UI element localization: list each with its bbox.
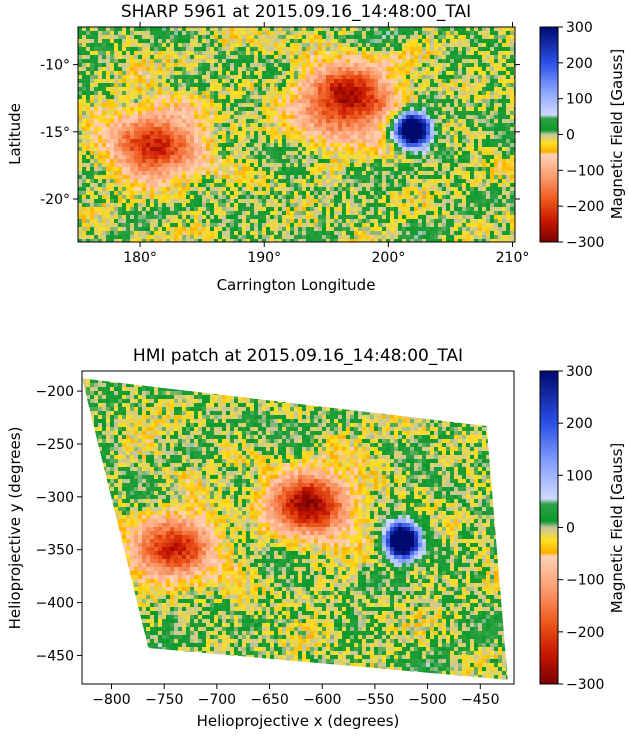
chart-top-heatmap: [78, 27, 515, 242]
chart-bottom-y-tick-label: −300: [36, 490, 74, 506]
chart-bottom-colorbar-tick-label: 200: [566, 416, 593, 432]
chart-top-colorbar-tick-label: 100: [566, 92, 593, 108]
chart-bottom-colorbar-tick-label: 100: [566, 468, 593, 484]
chart-bottom-y-tick-label: −200: [36, 384, 74, 400]
chart-bottom-x-tick-label: −500: [408, 692, 446, 708]
chart-bottom-colorbar-tick-label: 300: [566, 364, 593, 380]
chart-bottom-colorbar-bar: [539, 370, 559, 685]
chart-top-x-tick-label: 180°: [123, 250, 157, 266]
chart-bottom: HMI patch at 2015.09.16_14:48:00_TAI −80…: [6, 346, 626, 730]
chart-top-colorbar-tick-label: −100: [566, 163, 604, 179]
chart-bottom-title: HMI patch at 2015.09.16_14:48:00_TAI: [133, 346, 463, 366]
chart-top-x-tick-label: 190°: [247, 250, 281, 266]
chart-bottom-colorbar-tick-label: −100: [566, 573, 604, 589]
chart-top-xlabel: Carrington Longitude: [217, 276, 376, 294]
chart-top-y-tick-label: -20°: [40, 192, 70, 208]
chart-bottom-frame: [81, 370, 515, 685]
chart-top-title: SHARP 5961 at 2015.09.16_14:48:00_TAI: [121, 2, 471, 22]
chart-bottom-colorbar-tick-label: −300: [566, 677, 604, 693]
chart-top-y-tick-label: -15°: [40, 125, 70, 141]
chart-bottom-x-tick-label: −450: [461, 692, 499, 708]
chart-top-x-tick-label: 200°: [372, 250, 406, 266]
chart-bottom-y-tick-label: −250: [36, 437, 74, 453]
chart-top-y-axis: -10° -15° -20°: [40, 58, 520, 208]
chart-top-colorbar: 300 200 100 0 −100 −200 −300 Magnetic Field [G…: [539, 20, 626, 251]
chart-bottom-x-tick-label: −750: [145, 692, 183, 708]
chart-top-frame: [77, 26, 516, 243]
chart-bottom-colorbar: 300 200 100 0 −100 −200 −300 Magnetic Field [G…: [539, 364, 626, 693]
chart-bottom-y-axis: −200 −250 −300 −350 −400 −450: [36, 384, 82, 664]
chart-top-y-tick-label: -10°: [40, 58, 70, 74]
chart-bottom-x-tick-label: −650: [250, 692, 288, 708]
chart-bottom-x-tick-label: −600: [303, 692, 341, 708]
chart-bottom-y-tick-label: −400: [36, 596, 74, 612]
chart-top-ylabel: Latitude: [6, 103, 24, 165]
chart-bottom-colorbar-label: Magnetic Field [Gauss]: [608, 443, 626, 614]
chart-top-colorbar-tick-label: −200: [566, 199, 604, 215]
chart-top-colorbar-label: Magnetic Field [Gauss]: [608, 49, 626, 220]
chart-top-colorbar-axis: 300 200 100 0 −100 −200 −300: [558, 20, 604, 251]
chart-top-colorbar-tick-label: 200: [566, 56, 593, 72]
chart-top-x-tick-label: 210°: [496, 250, 530, 266]
chart-bottom-ylabel: Helioprojective y (degrees): [6, 427, 24, 630]
chart-bottom-colorbar-tick-label: −200: [566, 625, 604, 641]
chart-top-colorbar-tick-label: 0: [566, 128, 575, 144]
chart-bottom-colorbar-tick-label: 0: [566, 521, 575, 537]
chart-bottom-colorbar-axis: 300 200 100 0 −100 −200 −300: [558, 364, 604, 693]
chart-bottom-x-tick-label: −700: [198, 692, 236, 708]
chart-bottom-x-axis: −800 −750 −700 −650 −600 −550 −500 −450: [92, 684, 500, 708]
chart-top-x-axis: 180° 190° 200° 210°: [123, 22, 529, 266]
chart-top-colorbar-tick-label: 300: [566, 20, 593, 36]
chart-bottom-xlabel: Helioprojective x (degrees): [197, 712, 400, 730]
chart-bottom-x-tick-label: −800: [92, 692, 130, 708]
chart-bottom-heatmap: [82, 378, 508, 680]
chart-top-colorbar-bar: [539, 26, 559, 243]
chart-top-colorbar-tick-label: −300: [566, 235, 604, 251]
chart-bottom-y-tick-label: −350: [36, 543, 74, 559]
chart-bottom-y-tick-label: −450: [36, 648, 74, 664]
chart-top: SHARP 5961 at 2015.09.16_14:48:00_TAI 18…: [6, 2, 626, 294]
chart-bottom-x-tick-label: −550: [356, 692, 394, 708]
